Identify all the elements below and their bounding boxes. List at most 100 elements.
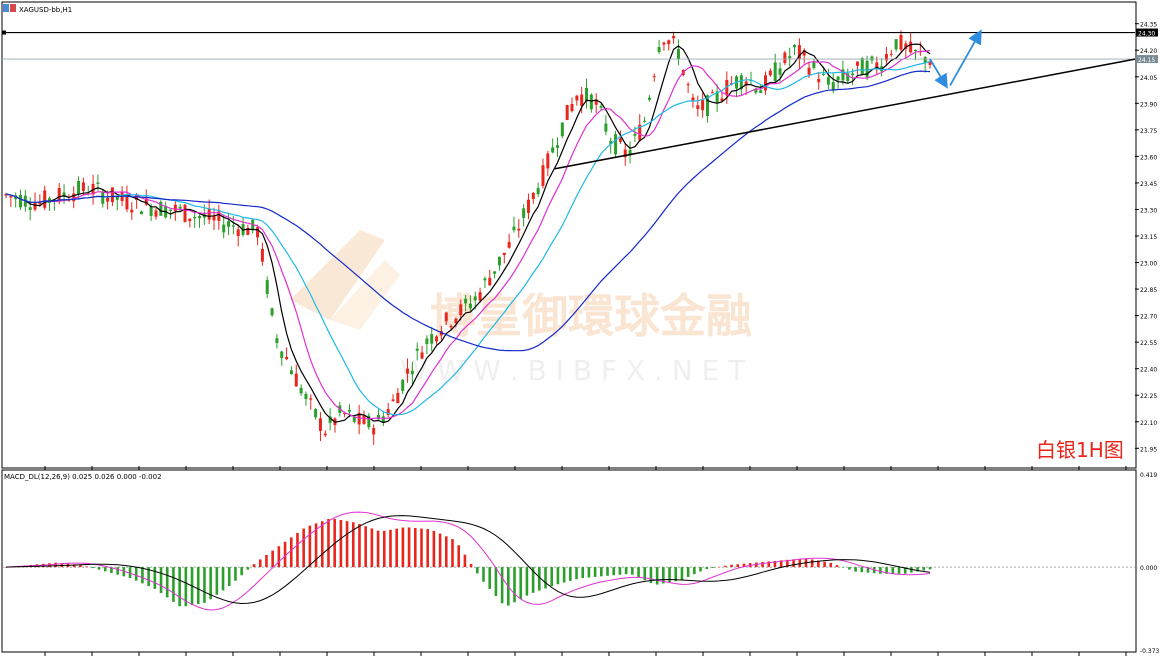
candle-body (260, 248, 264, 262)
macd-histogram-bar (451, 539, 454, 568)
macd-histogram-bar (178, 567, 181, 607)
candle-body (410, 370, 414, 375)
macd-histogram-bar (649, 567, 653, 583)
price-panel-frame (1, 1, 1137, 469)
y-tick-label: 22.10 (1140, 420, 1157, 427)
macd-histogram-bar (72, 564, 76, 568)
candle-body (526, 199, 530, 213)
candle-body (106, 197, 110, 202)
macd-histogram-bar (395, 528, 398, 568)
y-tick-label: 24.20 (1140, 48, 1157, 55)
candle-body (512, 226, 516, 231)
candle-body (497, 256, 501, 266)
macd-histogram-bar (420, 528, 423, 568)
macd-histogram-bar (928, 567, 932, 570)
candle-body (831, 82, 835, 91)
candle-body (812, 61, 816, 69)
macd-histogram-bar (283, 541, 287, 568)
candle-body (468, 303, 472, 309)
candle-body (836, 76, 840, 81)
macd-histogram-bar (141, 567, 144, 584)
macd-histogram-bar (227, 567, 231, 586)
macd-histogram-bar (779, 560, 783, 568)
candle-body (570, 103, 574, 112)
macd-histogram-bar (457, 545, 460, 568)
macd-histogram-bar (879, 567, 882, 574)
macd-histogram-bar (438, 533, 442, 568)
macd-histogram-bar (835, 565, 839, 568)
macd-histogram-bar (147, 567, 150, 587)
candle-body (294, 373, 298, 387)
candle-body (130, 209, 134, 213)
candle-body (285, 356, 289, 360)
candle-body (193, 216, 197, 219)
candle-body (493, 271, 497, 274)
macd-histogram-bar (134, 567, 138, 581)
candle-body (444, 312, 448, 322)
macd-histogram-bar (339, 520, 343, 568)
candle-body (149, 206, 153, 216)
candle-body (459, 304, 463, 316)
candle-body (536, 188, 540, 195)
candle-body (764, 75, 768, 91)
candle-body (81, 182, 85, 191)
candle-body (178, 206, 182, 209)
candle-body (33, 202, 37, 210)
macd-histogram-bar (662, 567, 665, 584)
macd-histogram-bar (631, 567, 634, 575)
macd-histogram-bar (606, 567, 609, 576)
current-price-box (1136, 55, 1158, 64)
macd-histogram-bar (159, 567, 163, 594)
macd-histogram-bar (513, 567, 516, 603)
candle-body (343, 412, 347, 414)
candle-body (618, 138, 622, 142)
candle-body (265, 280, 269, 294)
macd-histogram-bar (730, 564, 733, 568)
macd-histogram-bar (581, 567, 585, 579)
macd-histogram-bar (221, 567, 225, 591)
macd-histogram-bar (829, 562, 833, 568)
macd-histogram-bar (680, 567, 684, 580)
macd-histogram-bar (711, 567, 715, 568)
candle-body (725, 79, 729, 96)
ma-fast-line (5, 43, 931, 424)
candle-body (367, 415, 371, 428)
y-tick-label: 22.40 (1140, 367, 1157, 374)
macd-histogram-bar (116, 567, 119, 575)
macd-histogram-bar (327, 518, 330, 568)
macd-histogram-bar (196, 567, 200, 605)
resistance-price-label: 24.30 (1138, 31, 1155, 38)
macd-histogram-bar (531, 567, 535, 593)
ascending-trendline (554, 58, 1136, 170)
candle-body (352, 417, 356, 422)
macd-histogram-bar (717, 566, 721, 568)
candle-body (768, 70, 772, 76)
y-tick-label: 23.00 (1140, 261, 1157, 268)
candle-body (802, 50, 806, 56)
candle-body (909, 41, 913, 53)
candle-body (14, 195, 18, 200)
macd-histogram-bar (494, 567, 498, 597)
candle-body (657, 47, 661, 53)
candle-body (846, 73, 850, 82)
macd-histogram-bar (761, 562, 764, 568)
macd-histogram-bar (519, 567, 523, 599)
macd-tick-label: 0.000 (1140, 565, 1157, 572)
macd-histogram-bar (320, 521, 324, 568)
candle-body (406, 368, 410, 374)
candle-body (381, 416, 385, 423)
macd-histogram-bar (674, 567, 678, 582)
candle-body (807, 67, 811, 75)
candle-body (662, 42, 666, 45)
macd-histogram-bar (401, 527, 405, 568)
macd-histogram-bar (618, 567, 622, 575)
candle-body (696, 105, 700, 109)
candle-body (565, 104, 569, 120)
candle-body (198, 216, 202, 219)
resistance-price-box (1136, 28, 1158, 37)
candle-body (841, 69, 845, 81)
candle-body (144, 198, 148, 205)
macd-histogram-bar (897, 567, 901, 574)
